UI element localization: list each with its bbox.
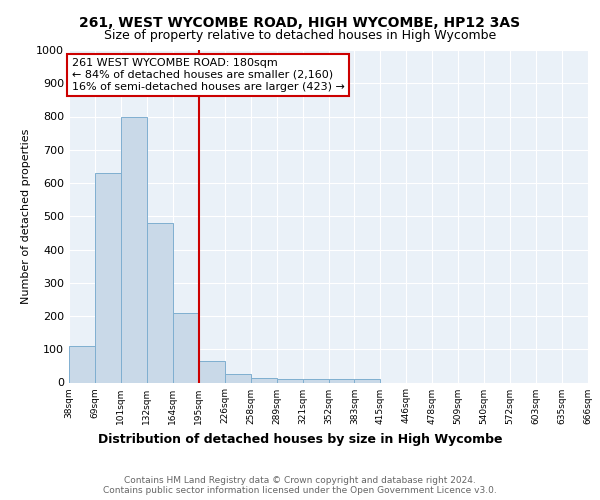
Bar	[251, 378, 277, 382]
Text: Size of property relative to detached houses in High Wycombe: Size of property relative to detached ho…	[104, 29, 496, 42]
Bar	[147, 223, 173, 382]
Text: Contains HM Land Registry data © Crown copyright and database right 2024.
Contai: Contains HM Land Registry data © Crown c…	[103, 476, 497, 495]
Bar	[69, 346, 95, 383]
Bar	[199, 361, 224, 382]
Text: 261 WEST WYCOMBE ROAD: 180sqm
← 84% of detached houses are smaller (2,160)
16% o: 261 WEST WYCOMBE ROAD: 180sqm ← 84% of d…	[71, 58, 344, 92]
Text: 261, WEST WYCOMBE ROAD, HIGH WYCOMBE, HP12 3AS: 261, WEST WYCOMBE ROAD, HIGH WYCOMBE, HP…	[79, 16, 521, 30]
Bar	[355, 379, 380, 382]
Bar	[95, 173, 121, 382]
Y-axis label: Number of detached properties: Number of detached properties	[20, 128, 31, 304]
Bar	[121, 116, 147, 382]
Bar	[225, 374, 251, 382]
Bar	[329, 379, 355, 382]
Bar	[173, 312, 199, 382]
Bar	[277, 379, 302, 382]
Bar	[302, 379, 329, 382]
Text: Distribution of detached houses by size in High Wycombe: Distribution of detached houses by size …	[98, 432, 502, 446]
